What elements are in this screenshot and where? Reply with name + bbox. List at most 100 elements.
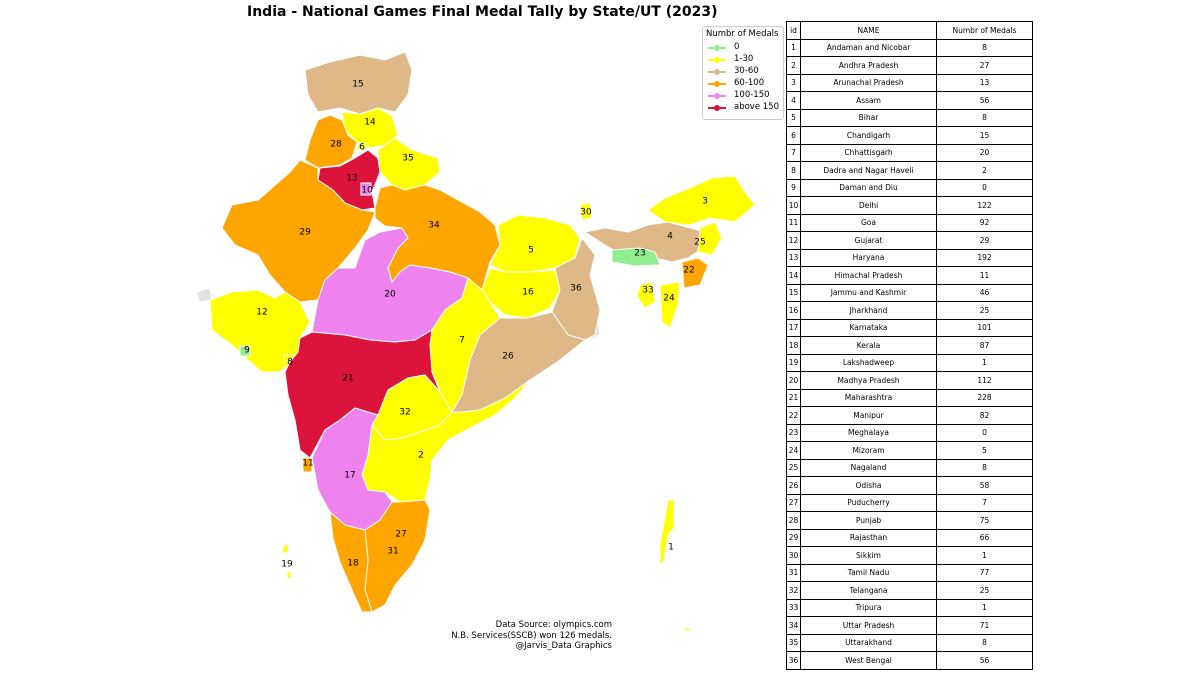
table-row: 13 Haryana 192	[786, 248, 1033, 267]
cell-name: Uttarakhand	[800, 633, 937, 652]
region-chandigarh	[357, 142, 367, 151]
table-row: 25 Nagaland 8	[786, 458, 1033, 477]
cell-id: 23	[786, 423, 801, 442]
cell-name: West Bengal	[800, 651, 937, 670]
table-row: 10 Delhi 122	[786, 196, 1033, 215]
cell-id: 13	[786, 248, 801, 267]
cell-id: 2	[786, 56, 801, 75]
cell-id: 36	[786, 651, 801, 670]
table-row: 34 Uttar Pradesh 71	[786, 616, 1033, 635]
table-row: 15 Jammu and Kashmir 46	[786, 283, 1033, 302]
header-name: NAME	[800, 21, 937, 40]
cell-id: 22	[786, 406, 801, 425]
cell-id: 5	[786, 108, 801, 127]
region-label: 28	[330, 140, 342, 150]
region-label: 13	[346, 174, 357, 184]
cell-id: 32	[786, 581, 801, 600]
region-label: 22	[683, 266, 694, 276]
region-label: 15	[352, 80, 363, 90]
legend-title: Numbr of Medals	[706, 29, 779, 39]
legend-swatch	[708, 69, 726, 75]
cell-medals: 1	[936, 598, 1033, 617]
cell-name: Himachal Pradesh	[800, 266, 937, 285]
cell-medals: 7	[936, 493, 1033, 512]
region-label: 3	[702, 197, 708, 207]
table-row: 7 Chhattisgarh 20	[786, 143, 1033, 162]
region-label: 8	[287, 358, 293, 368]
cell-name: Uttar Pradesh	[800, 616, 937, 635]
region-label: 35	[402, 154, 413, 164]
cell-id: 18	[786, 336, 801, 355]
cell-id: 16	[786, 301, 801, 320]
cell-id: 34	[786, 616, 801, 635]
cell-id: 9	[786, 178, 801, 197]
cell-medals: 71	[936, 616, 1033, 635]
cell-id: 10	[786, 196, 801, 215]
table-row: 1 Andaman and Nicobar 8	[786, 38, 1033, 57]
region-lakshadweep	[282, 544, 292, 579]
header-medals: Numbr of Medals	[936, 21, 1033, 40]
legend-label: above 150	[734, 102, 779, 112]
cell-medals: 0	[936, 178, 1033, 197]
cell-name: Odisha	[800, 476, 937, 495]
region-label: 7	[459, 336, 465, 346]
cell-medals: 66	[936, 528, 1033, 547]
legend-label: 100-150	[734, 90, 770, 100]
cell-id: 25	[786, 458, 801, 477]
table-row: 12 Gujarat 29	[786, 231, 1033, 250]
cell-id: 24	[786, 441, 801, 460]
cell-medals: 56	[936, 651, 1033, 670]
credit-author: @Jarvis_Data Graphics	[515, 641, 612, 651]
cell-name: Sikkim	[800, 546, 937, 565]
cell-id: 33	[786, 598, 801, 617]
cell-medals: 8	[936, 633, 1033, 652]
legend-label: 1-30	[734, 54, 754, 64]
cell-medals: 82	[936, 406, 1033, 425]
map-title: India - National Games Final Medal Tally…	[247, 4, 718, 20]
cell-name: Punjab	[800, 511, 937, 530]
cell-id: 29	[786, 528, 801, 547]
region-label: 4	[667, 232, 673, 242]
table-row: 30 Sikkim 1	[786, 546, 1033, 565]
cell-medals: 87	[936, 336, 1033, 355]
cell-id: 15	[786, 283, 801, 302]
cell-id: 28	[786, 511, 801, 530]
legend-swatch	[708, 105, 726, 111]
region-daman-and-diu	[239, 345, 251, 357]
table-row: 6 Chandigarh 15	[786, 126, 1033, 145]
table-row: 3 Arunachal Pradesh 13	[786, 73, 1033, 92]
table-row: 9 Daman and Diu 0	[786, 178, 1033, 197]
cell-medals: 77	[936, 563, 1033, 582]
table-row: 26 Odisha 58	[786, 476, 1033, 495]
cell-medals: 1	[936, 353, 1033, 372]
cell-name: Kerala	[800, 336, 937, 355]
table-row: 31 Tamil Nadu 77	[786, 563, 1033, 582]
region-label: 1	[668, 543, 674, 553]
region-label: 31	[387, 547, 398, 557]
cell-id: 17	[786, 318, 801, 337]
region-kerala	[329, 510, 373, 613]
region-nagaland	[697, 221, 723, 256]
cell-medals: 101	[936, 318, 1033, 337]
table-row: 11 Goa 92	[786, 213, 1033, 232]
region-label: 16	[522, 288, 534, 298]
region-label: 11	[302, 459, 313, 469]
legend-label: 30-60	[734, 66, 759, 76]
cell-name: Meghalaya	[800, 423, 937, 442]
table-row: 33 Tripura 1	[786, 598, 1033, 617]
cell-medals: 5	[936, 441, 1033, 460]
header-id: id	[786, 21, 801, 40]
region-label: 30	[580, 208, 592, 218]
region-label: 10	[361, 186, 373, 196]
region-delhi	[360, 182, 372, 196]
legend-swatch	[708, 57, 726, 63]
region-label: 21	[342, 374, 353, 384]
table-row: 21 Maharashtra 228	[786, 388, 1033, 407]
cell-id: 31	[786, 563, 801, 582]
cell-medals: 11	[936, 266, 1033, 285]
table-row: 35 Uttarakhand 8	[786, 633, 1033, 652]
table-row: 5 Bihar 8	[786, 108, 1033, 127]
region-label: 32	[399, 408, 410, 418]
table-header-row: id NAME Numbr of Medals	[786, 21, 1033, 40]
